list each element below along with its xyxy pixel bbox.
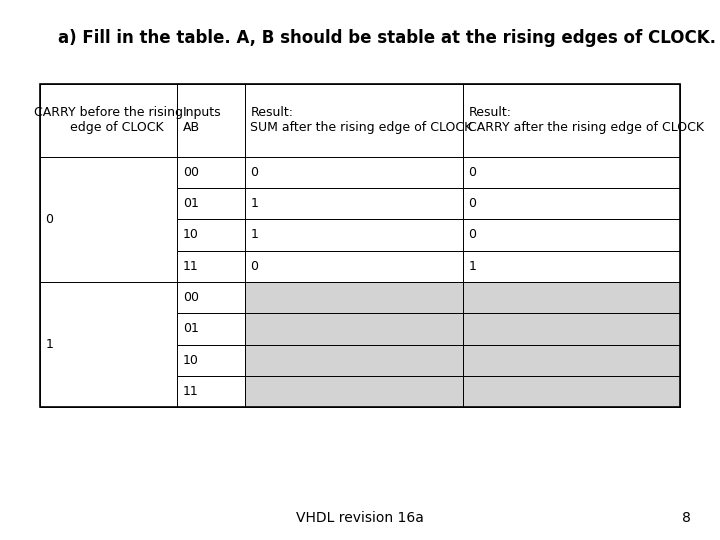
Bar [177, 84, 245, 157]
Text: Result:
CARRY after the rising edge of CLOCK: Result: CARRY after the rising edge of C… [468, 106, 704, 134]
Text: 01: 01 [183, 197, 199, 210]
Bar [245, 313, 462, 345]
Bar [40, 282, 177, 407]
Text: 11: 11 [183, 260, 199, 273]
Bar [462, 188, 680, 219]
Bar [245, 282, 462, 313]
Bar [462, 376, 680, 407]
Text: 0: 0 [468, 228, 477, 241]
Text: 0: 0 [251, 260, 258, 273]
Bar [462, 313, 680, 345]
Bar [177, 282, 245, 313]
Text: VHDL revision 16a: VHDL revision 16a [296, 511, 424, 525]
Bar [462, 251, 680, 282]
Bar [245, 345, 462, 376]
Bar [462, 345, 680, 376]
Text: 8: 8 [683, 511, 691, 525]
Text: Result:
SUM after the rising edge of CLOCK: Result: SUM after the rising edge of CLO… [251, 106, 472, 134]
Text: 0: 0 [45, 213, 53, 226]
Bar [177, 251, 245, 282]
Bar [245, 251, 462, 282]
Text: 1: 1 [251, 228, 258, 241]
Bar [245, 84, 462, 157]
Text: 1: 1 [251, 197, 258, 210]
Bar [177, 188, 245, 219]
Bar [462, 84, 680, 157]
Bar [245, 188, 462, 219]
Bar [177, 345, 245, 376]
Bar [40, 84, 680, 407]
Text: a) Fill in the table. A, B should be stable at the rising edges of CLOCK.: a) Fill in the table. A, B should be sta… [58, 29, 716, 47]
Bar [245, 376, 462, 407]
Bar [177, 313, 245, 345]
Text: 0: 0 [468, 166, 477, 179]
Bar [177, 157, 245, 188]
Text: 11: 11 [183, 385, 199, 398]
Bar [40, 157, 177, 282]
Bar [177, 219, 245, 251]
Text: 01: 01 [183, 322, 199, 335]
Text: 10: 10 [183, 354, 199, 367]
Text: 10: 10 [183, 228, 199, 241]
Bar [245, 219, 462, 251]
Bar [177, 376, 245, 407]
Text: 1: 1 [468, 260, 476, 273]
Text: 0: 0 [468, 197, 477, 210]
Text: 0: 0 [251, 166, 258, 179]
Text: Inputs
AB: Inputs AB [183, 106, 222, 134]
Text: CARRY before the rising
    edge of CLOCK: CARRY before the rising edge of CLOCK [34, 106, 183, 134]
Bar [462, 282, 680, 313]
Bar [462, 157, 680, 188]
Text: 1: 1 [45, 338, 53, 351]
Text: 00: 00 [183, 166, 199, 179]
Bar [462, 219, 680, 251]
Text: 00: 00 [183, 291, 199, 304]
Bar [40, 84, 177, 157]
Bar [245, 157, 462, 188]
